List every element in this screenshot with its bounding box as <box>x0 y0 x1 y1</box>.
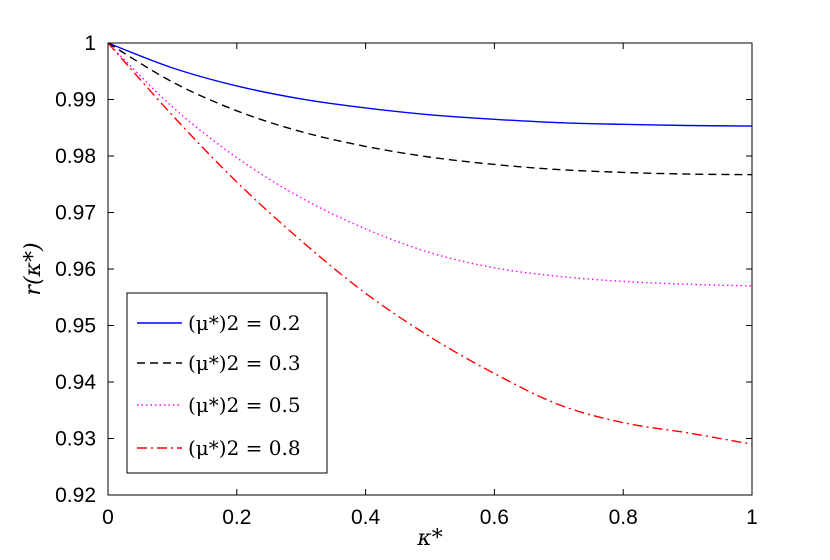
y-tick-label: 0.96 <box>55 258 96 281</box>
x-axis-label: κ* <box>416 526 442 551</box>
y-tick-label: 0.99 <box>55 89 96 112</box>
y-tick-label: 0.92 <box>55 484 96 507</box>
legend-label-2: (μ*)2 = 0.3 <box>188 351 301 375</box>
y-tick-label: 0.95 <box>55 315 96 338</box>
series-line-1 <box>107 42 753 127</box>
y-tick-label: 1 <box>84 32 96 55</box>
series-layer <box>107 42 753 445</box>
series-line-2 <box>107 42 753 176</box>
x-tick-label: 0 <box>102 506 114 529</box>
legend-label-4: (μ*)2 = 0.8 <box>188 436 301 460</box>
y-tick-label: 0.97 <box>55 202 96 225</box>
y-axis-label: r(κ*) <box>21 242 46 295</box>
legend-label-3: (μ*)2 = 0.5 <box>188 393 301 417</box>
y-tick-label: 0.98 <box>55 145 96 168</box>
x-tick-label: 1 <box>746 506 758 529</box>
x-axis-ticks: 0 0.2 0.4 0.6 0.8 1 <box>102 43 758 529</box>
x-tick-label: 0.8 <box>609 506 638 529</box>
y-tick-label: 0.93 <box>55 428 96 451</box>
legend: (μ*)2 = 0.2 (μ*)2 = 0.3 (μ*)2 = 0.5 (μ*)2 =… <box>126 292 328 474</box>
series-line-4 <box>107 42 753 445</box>
x-tick-label: 0.2 <box>222 506 251 529</box>
x-tick-label: 0.4 <box>351 506 381 529</box>
y-axis-ticks: 0.92 0.93 0.94 0.95 0.96 0.97 0.98 0.99 1 <box>55 32 752 507</box>
y-tick-label: 0.94 <box>55 371 96 394</box>
legend-label-1: (μ*)2 = 0.2 <box>188 311 301 335</box>
x-tick-label: 0.6 <box>480 506 509 529</box>
